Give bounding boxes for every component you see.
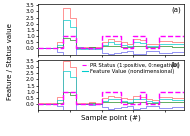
Text: Feature / Status value: Feature / Status value: [7, 23, 13, 100]
Text: (a): (a): [171, 6, 181, 13]
Text: (b): (b): [171, 62, 181, 68]
X-axis label: Sample point (#): Sample point (#): [81, 115, 141, 121]
Legend: PR Status (1:positive, 0:negative), Feature Value (nondimensional): PR Status (1:positive, 0:negative), Feat…: [82, 63, 179, 74]
